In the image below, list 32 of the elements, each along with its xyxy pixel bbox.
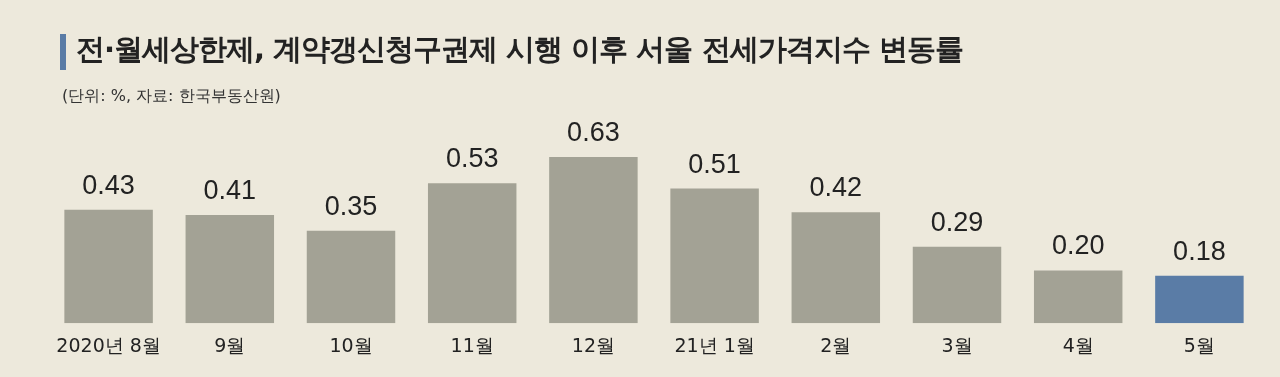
data-label: 0.53 [445,143,499,174]
x-tick-label: 2월 [820,333,852,356]
bar [791,212,881,324]
data-label: 0.20 [1051,230,1105,261]
data-label: 0.51 [688,148,741,179]
data-label: 0.41 [203,174,257,205]
x-tick-label: 21년 1월 [674,333,755,356]
x-tick-label: 10월 [329,333,373,356]
data-label: 0.35 [324,190,378,221]
x-tick-label: 11월 [450,333,494,356]
data-label: 0.18 [1173,235,1226,266]
chart-title: 전·월세상한제, 계약갱신청구권제 시행 이후 서울 전세가격지수 변동률 [76,31,963,68]
bar [549,156,638,324]
x-tick-label: 3월 [941,333,973,356]
bar [1155,275,1244,324]
bar [912,246,1002,324]
x-tick-label: 12월 [571,333,615,356]
x-tick-label: 4월 [1062,333,1094,356]
bar [64,209,153,324]
data-label: 0.29 [930,206,984,237]
bar [427,183,517,324]
data-label: 0.42 [809,172,863,203]
data-label: 0.43 [82,169,135,200]
data-label: 0.63 [567,116,620,147]
x-tick-label: 5월 [1183,333,1215,356]
x-tick-label: 2020년 8월 [56,333,161,356]
x-tick-label: 9월 [214,333,246,356]
bar [306,230,396,324]
bar [185,214,275,324]
bar [1033,270,1123,324]
bar [670,188,759,324]
chart-subtitle: (단위: %, 자료: 한국부동산원) [62,86,281,107]
